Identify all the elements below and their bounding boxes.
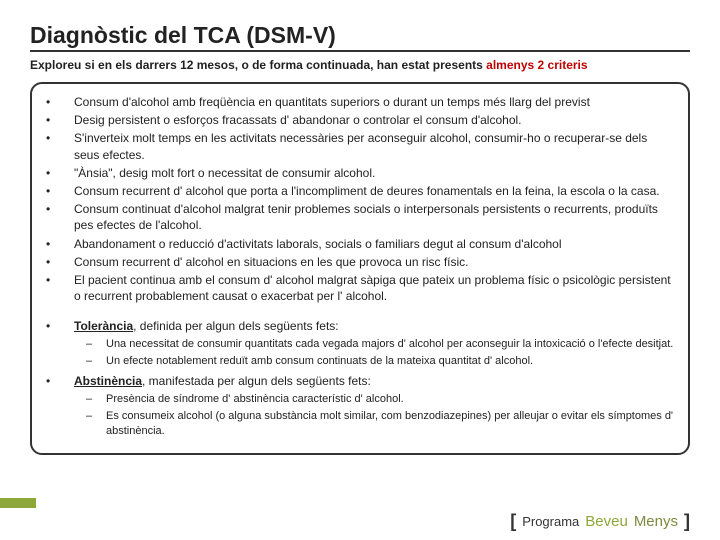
footer-brand: [ Programa Beveu Menys ] — [510, 511, 690, 532]
criteria-item: •S'inverteix molt temps en les activitat… — [46, 130, 674, 162]
abstinencia-header: • Abstinència, manifestada per algun del… — [46, 373, 674, 389]
subtitle-highlight: almenys 2 criteris — [486, 58, 587, 72]
abstinencia-label: Abstinència — [74, 374, 142, 388]
tolerancia-sublist: –Una necessitat de consumir quantitats c… — [46, 337, 674, 369]
criteria-box: •Consum d'alcohol amb freqüència en quan… — [30, 82, 690, 455]
criteria-item: •Consum d'alcohol amb freqüència en quan… — [46, 94, 674, 110]
criteria-item: •"Ànsia", desig molt fort o necessitat d… — [46, 165, 674, 181]
slide-title: Diagnòstic del TCA (DSM-V) — [30, 22, 690, 49]
tolerancia-subitem: –Una necessitat de consumir quantitats c… — [86, 337, 674, 352]
criteria-item: •Consum recurrent d' alcohol en situacio… — [46, 254, 674, 270]
criteria-item: •Desig persistent o esforços fracassats … — [46, 112, 674, 128]
criteria-item: •Abandonament o reducció d'activitats la… — [46, 236, 674, 252]
slide: Diagnòstic del TCA (DSM-V) Exploreu si e… — [0, 0, 720, 540]
abstinencia-subitem: –Presència de síndrome d' abstinència ca… — [86, 392, 674, 407]
abstinencia-block: • Abstinència, manifestada per algun del… — [46, 373, 674, 389]
tolerancia-header: • Tolerància, definida per algun dels se… — [46, 318, 674, 334]
bracket-close: ] — [684, 511, 690, 532]
subtitle-text: Exploreu si en els darrers 12 mesos, o d… — [30, 58, 486, 72]
accent-bar — [0, 498, 36, 508]
tolerancia-subitem: –Un efecte notablement reduït amb consum… — [86, 354, 674, 369]
criteria-item: •Consum continuat d'alcohol malgrat teni… — [46, 201, 674, 233]
criteria-item: •Consum recurrent d' alcohol que porta a… — [46, 183, 674, 199]
title-underline — [30, 50, 690, 52]
tolerancia-label: Tolerància — [74, 319, 133, 333]
footer-brand2: Menys — [634, 513, 678, 530]
abstinencia-sublist: –Presència de síndrome d' abstinència ca… — [46, 392, 674, 439]
footer-program: Programa — [522, 514, 579, 529]
footer-brand1: Beveu — [585, 513, 628, 530]
criteria-item: •El pacient continua amb el consum d' al… — [46, 272, 674, 304]
bracket-open: [ — [510, 511, 516, 532]
tolerancia-block: • Tolerància, definida per algun dels se… — [46, 318, 674, 334]
criteria-list: •Consum d'alcohol amb freqüència en quan… — [46, 94, 674, 304]
subtitle: Exploreu si en els darrers 12 mesos, o d… — [30, 58, 690, 72]
tolerancia-rest: , definida per algun dels següents fets: — [133, 319, 338, 333]
abstinencia-rest: , manifestada per algun dels següents fe… — [142, 374, 371, 388]
abstinencia-subitem: –Es consumeix alcohol (o alguna substànc… — [86, 409, 674, 439]
